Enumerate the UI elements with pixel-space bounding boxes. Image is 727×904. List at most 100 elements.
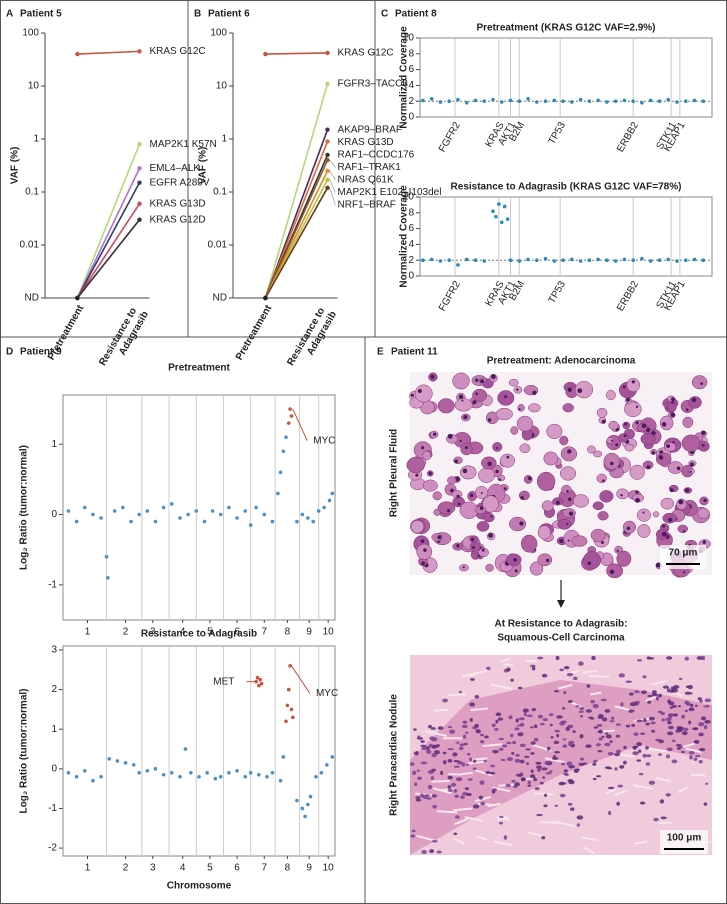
nucleus: [437, 726, 444, 730]
series-line: [264, 187, 329, 299]
nucleus: [427, 724, 432, 729]
nucleus: [659, 799, 665, 804]
series-label: KRAS G13D: [338, 137, 394, 148]
nucleus: [593, 759, 598, 763]
series-line: [264, 141, 329, 299]
nucleus: [458, 690, 462, 694]
nucleus: [426, 746, 430, 751]
nucleus: [655, 696, 660, 701]
nucleus: [529, 774, 536, 779]
nucleus: [454, 459, 459, 464]
point: [456, 97, 460, 102]
chart-subtitle: Resistance to Adagrasib: [141, 629, 257, 640]
nucleus: [410, 834, 416, 838]
point: [657, 258, 662, 263]
nucleus: [425, 749, 432, 754]
nucleus: [691, 397, 697, 403]
y-tick-label: 10: [403, 33, 415, 44]
fiber: [454, 837, 466, 845]
nucleus: [635, 490, 639, 494]
point: [552, 98, 557, 103]
point: [137, 166, 142, 171]
nucleus: [570, 807, 575, 811]
cell: [470, 540, 481, 552]
fiber: [633, 840, 648, 845]
nucleus: [554, 729, 561, 733]
nucleus: [558, 781, 566, 786]
point: [284, 719, 288, 724]
cell: [521, 534, 538, 553]
nucleus: [556, 733, 560, 738]
point: [197, 774, 201, 779]
nucleus: [495, 446, 499, 450]
nucleus: [669, 488, 674, 493]
cell: [499, 453, 515, 468]
nucleus: [481, 548, 485, 552]
nucleus: [522, 708, 530, 713]
x-tick-label: 9: [306, 627, 312, 638]
cell: [640, 432, 656, 446]
cell: [478, 467, 495, 483]
nucleus: [683, 571, 686, 574]
nucleus: [428, 743, 433, 748]
point: [131, 763, 136, 767]
nucleus: [636, 659, 643, 662]
cell: [509, 516, 527, 532]
point: [91, 512, 95, 517]
nucleus: [700, 716, 707, 721]
nucleus: [648, 716, 655, 721]
fiber: [590, 691, 602, 696]
nucleus: [703, 802, 708, 806]
plot-frame: [62, 394, 336, 621]
fiber: [544, 757, 565, 764]
point: [285, 703, 290, 708]
nucleus: [454, 794, 459, 798]
nucleus: [447, 785, 451, 789]
point: [278, 470, 283, 475]
cell: [422, 479, 438, 492]
series-label: MAP2K1 K57N: [150, 139, 217, 150]
nucleus: [542, 776, 546, 779]
nucleus: [703, 725, 708, 730]
point: [258, 677, 263, 682]
nucleus: [415, 751, 419, 756]
nucleus: [420, 761, 428, 765]
nucleus: [634, 690, 640, 694]
cell: [519, 443, 531, 454]
nucleus: [671, 704, 678, 708]
fiber: [605, 788, 617, 795]
point: [284, 435, 288, 439]
point: [447, 99, 452, 103]
nucleus: [417, 735, 421, 738]
point: [106, 576, 110, 580]
cell: [624, 444, 635, 452]
cell: [637, 524, 651, 538]
point: [421, 258, 425, 263]
point: [306, 516, 310, 520]
nucleus: [678, 677, 683, 681]
point: [218, 512, 223, 517]
nucleus: [562, 738, 567, 741]
cell: [437, 398, 455, 414]
cell: [452, 372, 470, 390]
point: [631, 99, 635, 103]
point: [322, 505, 326, 510]
nucleus: [442, 751, 447, 755]
point: [526, 257, 530, 262]
panel-title: Patient 6: [208, 9, 250, 20]
point: [300, 806, 305, 811]
nucleus: [543, 804, 548, 808]
y-tick-label: 0.01: [20, 240, 40, 251]
point: [227, 770, 231, 775]
nucleus: [566, 490, 569, 493]
nucleus: [626, 397, 631, 402]
y-tick-label: 0: [408, 112, 414, 123]
cell: [659, 415, 674, 431]
nucleus: [698, 760, 703, 764]
nucleus: [620, 702, 624, 707]
nucleus: [549, 723, 553, 727]
point: [243, 509, 248, 513]
cell: [616, 488, 629, 500]
nucleus: [520, 495, 524, 500]
nucleus: [532, 390, 537, 395]
